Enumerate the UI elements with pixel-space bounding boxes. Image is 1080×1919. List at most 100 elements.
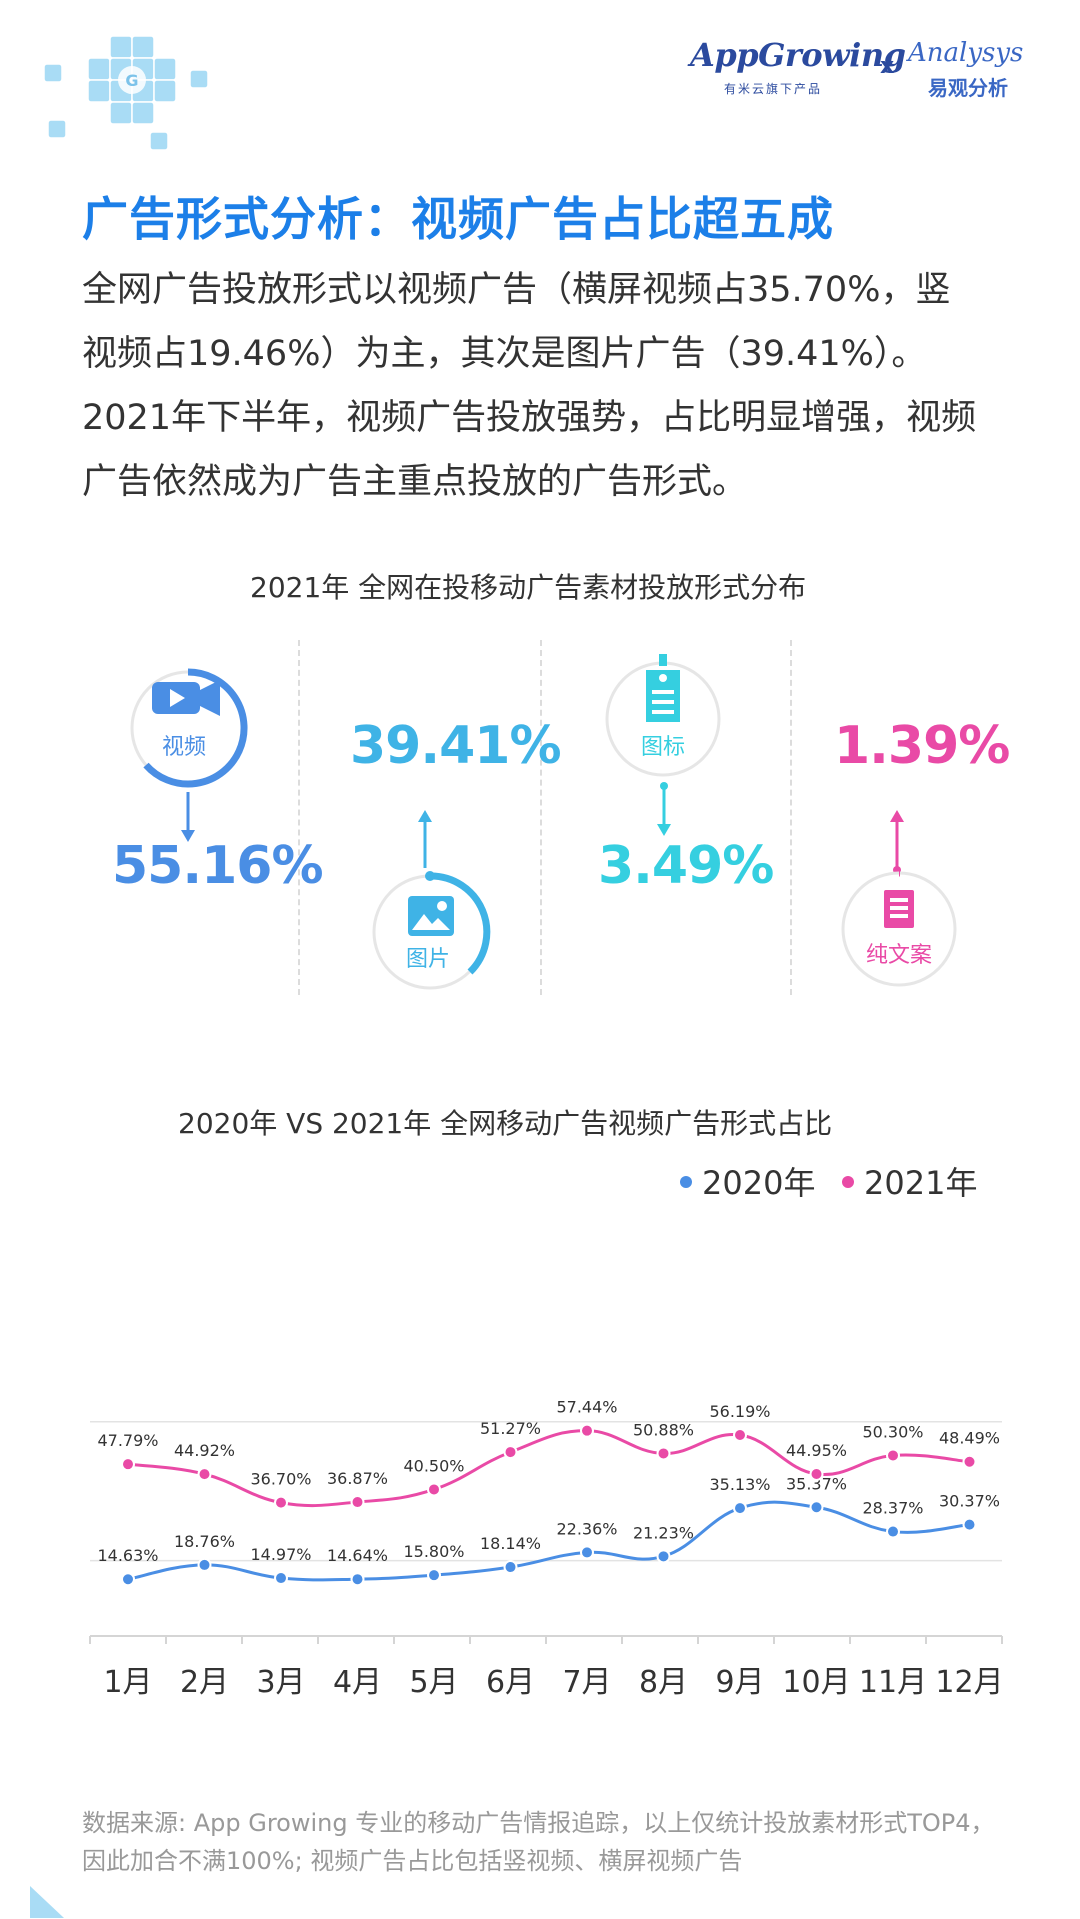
brand-separator: x (880, 54, 895, 79)
data-label: 51.27% (480, 1419, 541, 1438)
data-label: 21.23% (633, 1523, 694, 1542)
data-label: 30.37% (939, 1492, 1000, 1511)
page-title: 广告形式分析：视频广告占比超五成 (82, 192, 834, 246)
summary-line: 广告依然成为广告主重点投放的广告形式。 (82, 462, 748, 502)
data-label: 35.37% (786, 1474, 847, 1493)
series-line (127, 1500, 970, 1582)
appgrowing-tagline: 有米云旗下产品 (724, 82, 823, 96)
data-point (809, 1500, 824, 1515)
data-label: 28.37% (862, 1499, 923, 1518)
x-tick-label: 2月 (180, 1665, 229, 1700)
format-value-image: 39.41% (350, 716, 562, 776)
data-point (733, 1428, 747, 1443)
legend-label: 2021年 (864, 1164, 978, 1202)
data-point (274, 1571, 288, 1586)
format-label-icon: 图标 (641, 735, 685, 760)
legend-item-2021: 2021年 (842, 1158, 977, 1204)
data-label: 15.80% (403, 1542, 464, 1561)
data-label: 18.14% (480, 1534, 541, 1553)
x-tick-label: 11月 (859, 1665, 927, 1700)
data-label: 50.88% (633, 1420, 694, 1439)
document-icon (884, 890, 914, 928)
data-label: 44.92% (174, 1441, 235, 1460)
brand-logos: AppGrowing 有米云旗下产品 x Analysys 易观分析 (690, 36, 1050, 100)
svg-text:G: G (125, 71, 138, 90)
image-ring-icon: 图片 (372, 871, 491, 990)
video-ring-icon: 视频 (130, 668, 248, 788)
legend-dot (680, 1176, 692, 1188)
x-tick-label: 12月 (935, 1665, 1003, 1700)
analysys-logo: Analysys (908, 38, 1024, 68)
data-label: 14.63% (97, 1546, 158, 1565)
data-label: 44.95% (786, 1441, 847, 1460)
x-tick-label: 3月 (256, 1665, 305, 1700)
appgrowing-logo: AppGrowing (690, 36, 906, 74)
divider (540, 640, 542, 995)
format-label-text: 纯文案 (866, 943, 932, 968)
data-label: 50.30% (862, 1422, 923, 1441)
format-value-icon: 3.49% (598, 836, 774, 896)
data-point (962, 1454, 977, 1469)
data-point (886, 1448, 900, 1463)
format-distribution-title: 2021年 全网在投移动广告素材投放形式分布 (250, 571, 807, 604)
data-point (580, 1423, 594, 1438)
data-label: 14.64% (327, 1546, 388, 1565)
x-tick-label: 5月 (409, 1665, 458, 1700)
format-label-video: 视频 (162, 735, 206, 760)
x-tick-label: 6月 (486, 1665, 535, 1700)
icon-tag-icon (646, 654, 680, 722)
data-point (427, 1482, 441, 1497)
divider (790, 640, 792, 995)
data-label: 22.36% (556, 1519, 617, 1538)
video-share-title: 2020年 VS 2021年 全网移动广告视频广告形式占比 (178, 1107, 833, 1140)
footnote-line: 因此加合不满100%; 视频广告占比包括竖视频、横屏视频广告 (82, 1847, 743, 1875)
format-label-image: 图片 (406, 947, 450, 972)
format-value-text: 1.39% (834, 716, 1010, 776)
summary-line: 全网广告投放形式以视频广告（横屏视频占35.70%，竖 (82, 270, 951, 310)
divider (298, 640, 300, 995)
summary-line: 2021年下半年，视频广告投放强势，占比明显增强，视频 (82, 398, 977, 438)
arrow-down-icon (181, 792, 195, 842)
data-point (656, 1549, 671, 1564)
data-point (350, 1572, 365, 1587)
data-label: 36.70% (250, 1470, 311, 1489)
data-point (733, 1501, 747, 1516)
arrow-down-icon (657, 782, 671, 836)
data-label: 47.79% (97, 1431, 158, 1450)
legend-item-2020: 2020年 (680, 1158, 815, 1204)
data-point (656, 1446, 671, 1461)
data-point (503, 1445, 518, 1460)
data-label: 35.13% (709, 1475, 770, 1494)
x-tick-label: 1月 (103, 1665, 152, 1700)
x-tick-label: 4月 (333, 1665, 382, 1700)
video-camera-icon (152, 680, 220, 716)
data-point (962, 1517, 977, 1532)
legend-label: 2020年 (702, 1164, 816, 1202)
data-label: 14.97% (250, 1545, 311, 1564)
analysys-tagline: 易观分析 (928, 76, 1008, 100)
data-point (427, 1568, 441, 1583)
cube-logo-icon: G (43, 35, 209, 151)
x-tick-label: 7月 (562, 1665, 611, 1700)
arrow-up-icon (418, 810, 432, 868)
data-point (121, 1457, 135, 1472)
data-point (197, 1467, 212, 1482)
data-label: 40.50% (403, 1456, 464, 1475)
data-point (197, 1557, 212, 1572)
data-point (503, 1560, 518, 1575)
x-tick-label: 10月 (782, 1665, 850, 1700)
data-label: 57.44% (556, 1398, 617, 1417)
data-label: 56.19% (709, 1402, 770, 1421)
data-point (274, 1495, 288, 1510)
data-source-note: 数据来源: App Growing 专业的移动广告情报追踪，以上仅统计投放素材形… (82, 1804, 1022, 1880)
x-tick-label: 8月 (639, 1665, 688, 1700)
text-ring-icon: 纯文案 (841, 869, 957, 987)
data-label: 48.49% (939, 1429, 1000, 1448)
data-label: 36.87% (327, 1469, 388, 1488)
corner-triangle-icon (30, 1886, 64, 1918)
data-point (350, 1495, 365, 1510)
icon-ring-icon: 图标 (605, 654, 721, 777)
data-point (886, 1524, 900, 1539)
summary-line: 视频占19.46%）为主，其次是图片广告（39.41%）。 (82, 334, 927, 374)
data-point (809, 1467, 824, 1482)
